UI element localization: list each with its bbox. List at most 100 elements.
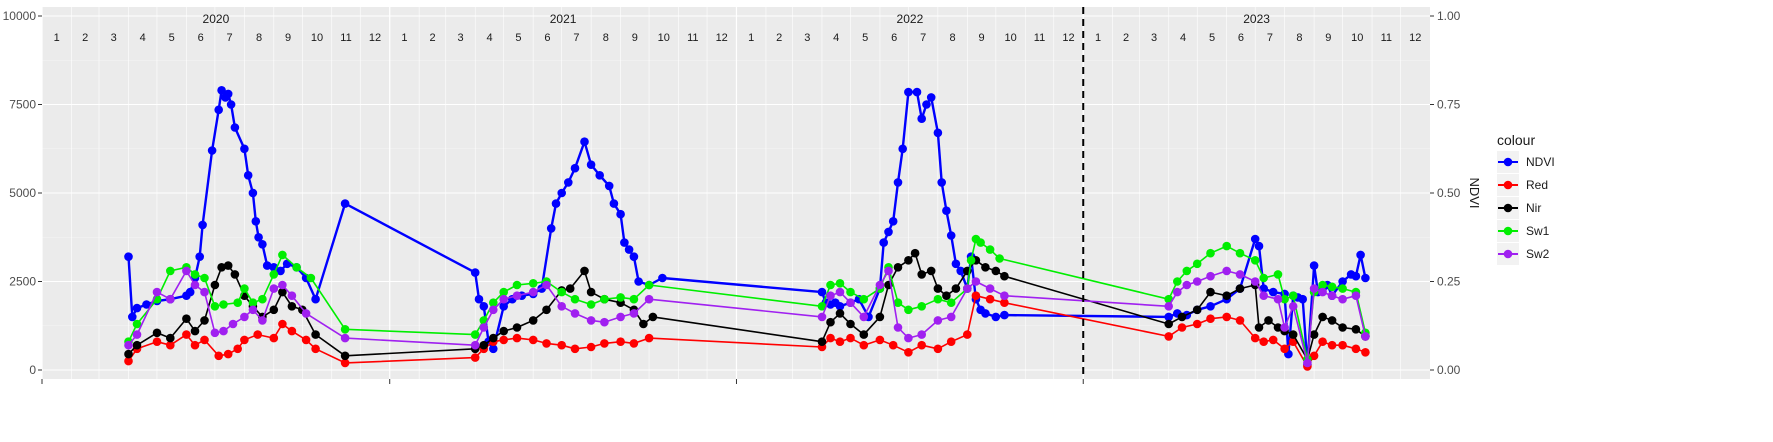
data-point-sw2 [985, 284, 995, 293]
data-point-sw2 [228, 319, 238, 329]
data-point-sw2 [278, 280, 287, 290]
month-label: 7 [573, 32, 579, 44]
data-point-sw2 [1273, 294, 1283, 304]
month-label: 7 [227, 32, 233, 44]
legend-title: colour [1497, 132, 1535, 148]
data-point-ndvi [835, 302, 845, 311]
data-point-sw1 [340, 325, 350, 334]
legend-key-point [1503, 226, 1513, 236]
data-point-nir [917, 270, 926, 279]
data-point-sw1 [859, 294, 869, 304]
year-labels: 2020 2021 2022 2023 [203, 12, 1271, 26]
data-point-sw2 [971, 277, 981, 286]
month-label: 8 [1296, 32, 1302, 44]
year-label: 2021 [550, 12, 577, 26]
month-label: 2 [776, 32, 782, 44]
data-point-sw1 [835, 279, 845, 288]
month-label: 3 [457, 32, 463, 44]
data-point-red [917, 340, 926, 350]
data-point-sw1 [1280, 294, 1289, 304]
data-point-sw2 [499, 294, 509, 304]
legend-label: NDVI [1526, 155, 1555, 169]
month-label: 12 [369, 32, 381, 44]
year-label: 2022 [897, 12, 924, 26]
data-point-sw1 [1318, 280, 1327, 290]
data-point-nir [278, 287, 287, 297]
month-label: 11 [340, 32, 351, 44]
data-point-ndvi [132, 303, 142, 313]
data-point-sw2 [152, 287, 162, 297]
month-label: 10 [1004, 32, 1016, 44]
data-point-sw2 [1327, 291, 1337, 301]
data-point-nir [479, 340, 489, 350]
data-point-ndvi [620, 238, 629, 247]
data-point-nir [152, 328, 162, 338]
month-label: 6 [544, 32, 550, 44]
data-point-red [826, 333, 835, 343]
data-point-red [269, 333, 279, 343]
data-point-ndvi [243, 171, 253, 180]
data-point-sw2 [1173, 287, 1182, 297]
data-point-nir [1222, 291, 1231, 301]
data-point-nir [311, 330, 320, 339]
data-point-nir [1327, 316, 1337, 325]
data-point-red [600, 339, 609, 348]
month-label: 2 [429, 32, 435, 44]
data-point-sw2 [846, 298, 855, 308]
data-point-red [311, 344, 320, 354]
data-point-sw2 [893, 323, 903, 332]
data-point-sw1 [557, 287, 566, 297]
data-point-sw2 [557, 302, 566, 311]
data-point-red [904, 348, 913, 357]
data-point-sw2 [570, 309, 580, 318]
data-point-nir [1264, 316, 1273, 325]
data-point-red [859, 340, 869, 350]
data-point-ndvi [817, 287, 827, 297]
data-point-sw2 [586, 316, 596, 325]
data-point-red [124, 356, 133, 366]
data-point-nir [875, 312, 885, 322]
data-point-red [287, 326, 297, 336]
legend-key-point [1503, 180, 1513, 190]
data-point-sw1 [470, 330, 480, 339]
data-point-ndvi [616, 209, 625, 219]
data-point-ndvi [214, 105, 223, 115]
data-point-sw1 [1235, 248, 1245, 258]
data-point-nir [542, 305, 551, 315]
data-point-sw2 [1309, 284, 1319, 293]
data-point-nir [904, 255, 913, 265]
data-point-sw1 [917, 302, 926, 311]
legend-key-point [1503, 203, 1513, 213]
data-point-sw1 [586, 300, 596, 309]
bottom-x-axis [41, 379, 1084, 384]
data-point-sw1 [306, 273, 316, 283]
data-point-red [1192, 319, 1202, 329]
data-point-ndvi [217, 86, 226, 95]
data-point-sw1 [904, 305, 913, 315]
data-point-ndvi [1309, 261, 1319, 270]
data-point-red [644, 333, 654, 343]
data-point-ndvi [956, 266, 965, 276]
data-point-nir [340, 351, 350, 361]
data-point-ndvi [912, 87, 922, 97]
month-labels: 1 2 3 4 5 6 7 8 9 10 11 12 1 2 3 4 5 6 7 8 9 10 11 12 1 2 3 4 5 6 7 8 9 1… [54, 32, 1422, 44]
month-label: 5 [169, 32, 175, 44]
data-point-ndvi [879, 238, 888, 247]
data-point-sw2 [166, 294, 175, 304]
left-tick-label: 10000 [3, 9, 37, 23]
data-point-red [1338, 340, 1347, 350]
data-point-sw1 [1327, 282, 1337, 292]
data-point-sw1 [166, 266, 175, 276]
data-point-red [971, 291, 981, 301]
data-point-nir [132, 340, 142, 350]
data-point-red [512, 333, 522, 343]
right-tick-label: 0.75 [1437, 98, 1461, 112]
data-point-red [190, 340, 200, 350]
month-label: 9 [285, 32, 291, 44]
data-point-red [1351, 344, 1361, 354]
month-label: 9 [1325, 32, 1331, 44]
data-point-sw2 [1222, 266, 1231, 276]
month-label: 8 [256, 32, 262, 44]
data-point-nir [287, 302, 297, 311]
right-axis-title: NDVI [1467, 177, 1482, 208]
